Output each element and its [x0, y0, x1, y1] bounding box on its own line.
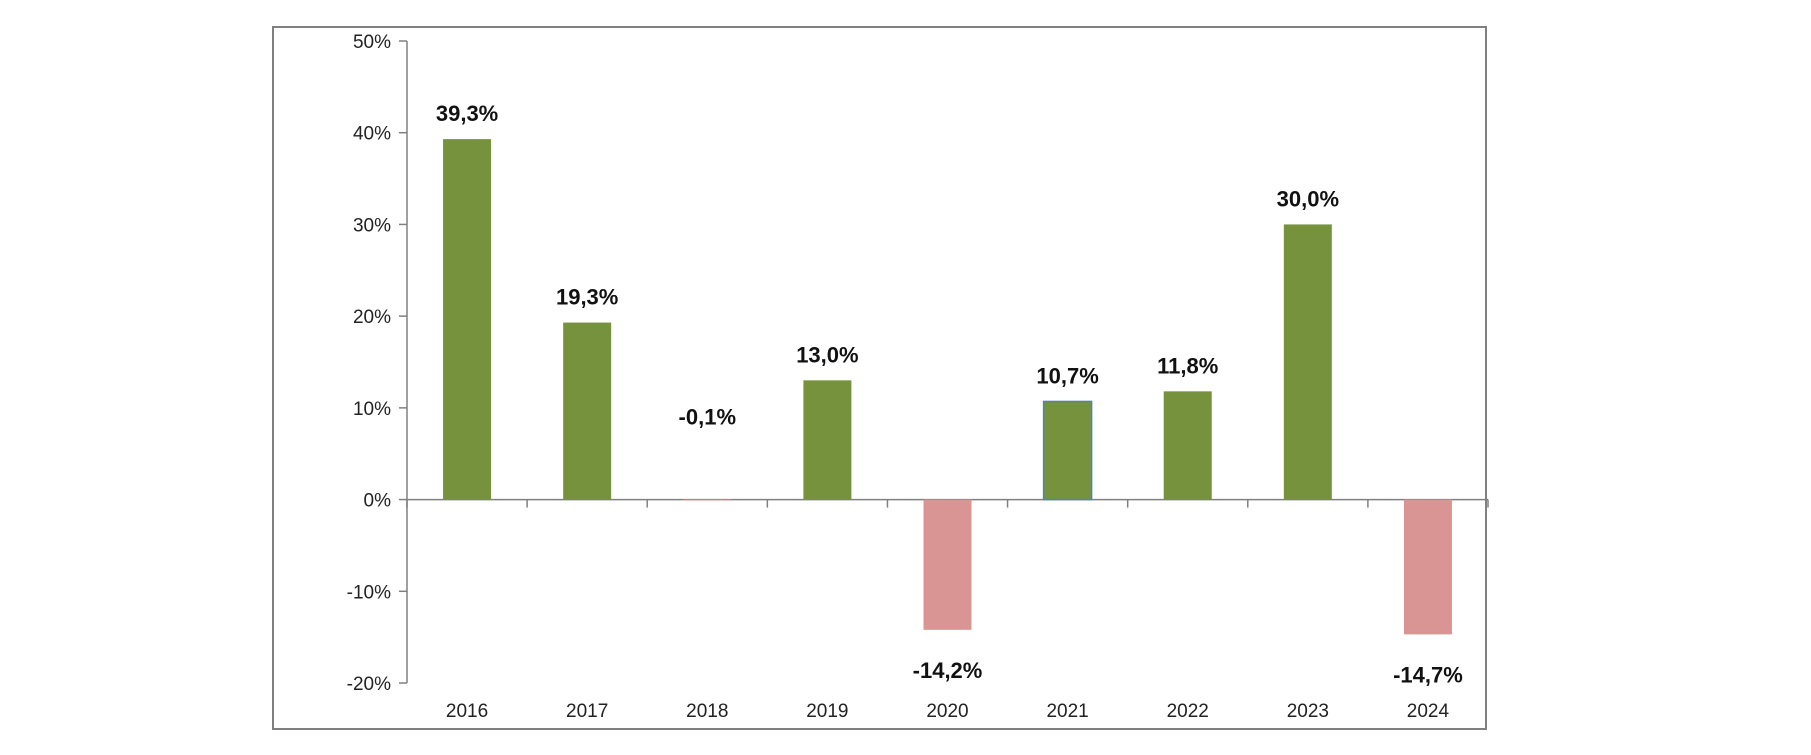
data-label: -14,2% [913, 658, 983, 683]
bars [443, 139, 1452, 635]
x-tick-label: 2016 [446, 701, 488, 722]
bar [1163, 391, 1212, 500]
y-tick-label: -10% [347, 582, 391, 603]
y-tick-label: 0% [364, 491, 392, 512]
data-label: 11,8% [1157, 353, 1218, 378]
bar [923, 499, 972, 630]
y-axis: 50% 40% 30% 20% 10% 0% -10% -20% [347, 32, 408, 695]
y-tick-label: 40% [353, 124, 391, 145]
bar [683, 499, 732, 501]
bar [1403, 499, 1452, 635]
data-label: -0,1% [679, 405, 736, 430]
y-tick-label: 20% [353, 307, 391, 328]
bar [443, 139, 492, 500]
x-tick-label: 2020 [926, 701, 968, 722]
bar [803, 380, 852, 500]
data-label: 10,7% [1036, 363, 1098, 388]
x-tick-label: 2017 [566, 701, 608, 722]
data-label: 30,0% [1277, 186, 1339, 211]
bar [563, 322, 612, 500]
x-tick-label: 2023 [1287, 701, 1329, 722]
y-tick-label: 10% [353, 399, 391, 420]
data-label: 39,3% [436, 101, 498, 126]
data-label: -14,7% [1393, 662, 1463, 687]
x-tick-label: 2019 [806, 701, 848, 722]
x-tick-label: 2018 [686, 701, 728, 722]
data-labels: 39,3% 19,3% -0,1% 13,0% -14,2% 10,7% 11,8% 30,0… [436, 101, 1463, 687]
y-tick-label: 30% [353, 215, 391, 236]
data-label: 13,0% [796, 342, 858, 367]
y-tick-label: 50% [353, 32, 391, 53]
bar [1042, 400, 1093, 501]
data-label: 19,3% [556, 285, 618, 310]
x-tick-label: 2022 [1167, 701, 1209, 722]
y-tick-label: -20% [347, 674, 391, 695]
bar [1283, 224, 1332, 500]
x-tick-label: 2024 [1407, 701, 1450, 722]
x-tick-label: 2021 [1046, 701, 1088, 722]
